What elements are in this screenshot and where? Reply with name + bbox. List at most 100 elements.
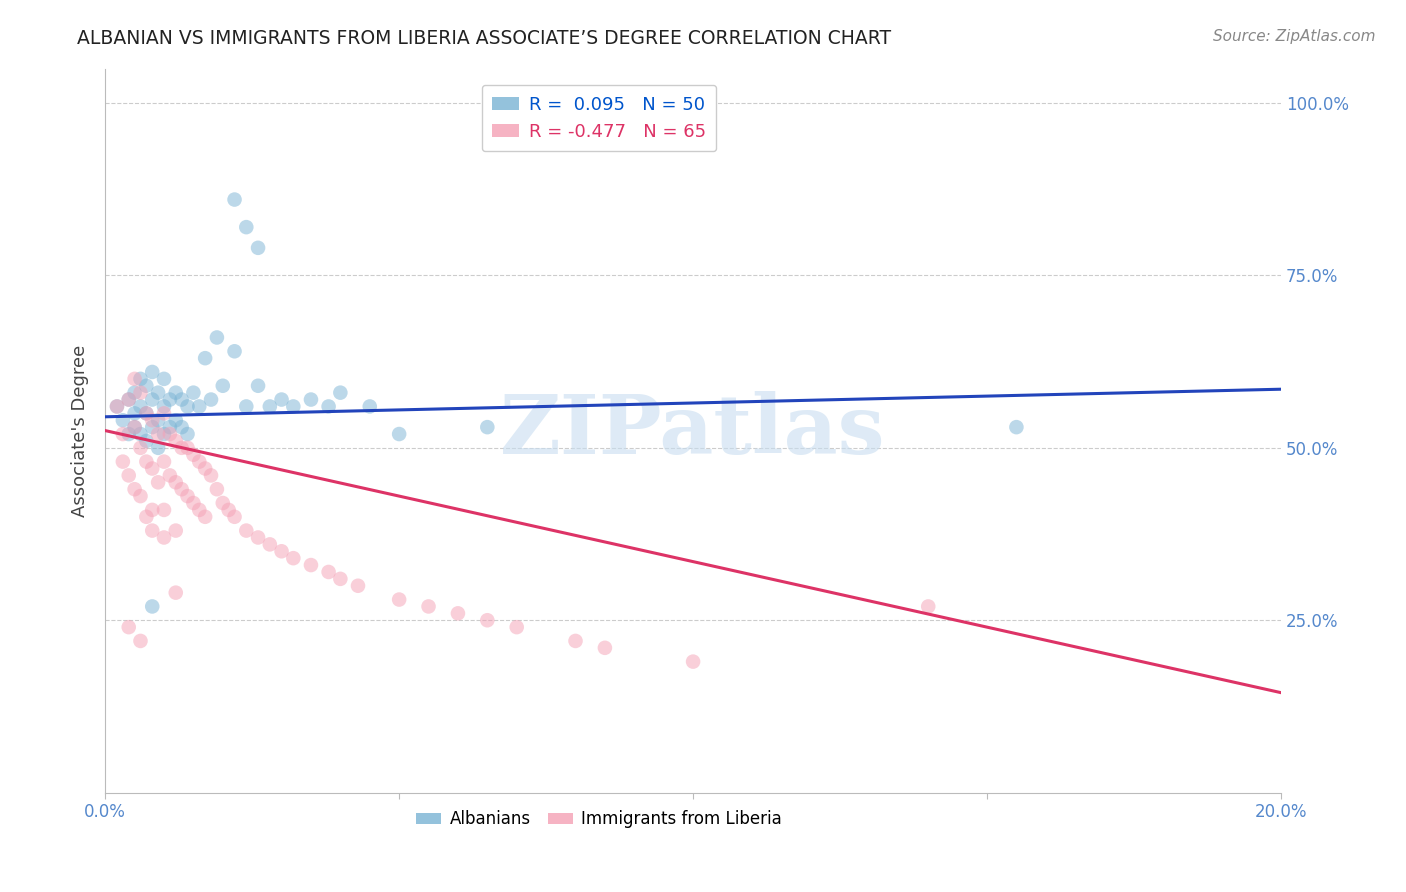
Point bbox=[146, 413, 169, 427]
Point bbox=[153, 372, 176, 386]
Point bbox=[105, 400, 128, 414]
Point bbox=[129, 372, 152, 386]
Point bbox=[235, 400, 257, 414]
Point bbox=[1005, 420, 1028, 434]
Point bbox=[153, 455, 176, 469]
Point bbox=[477, 420, 499, 434]
Point bbox=[146, 441, 169, 455]
Point bbox=[194, 351, 217, 366]
Point bbox=[124, 482, 146, 496]
Point bbox=[200, 468, 222, 483]
Point bbox=[124, 406, 146, 420]
Point bbox=[299, 558, 322, 572]
Point bbox=[153, 406, 176, 420]
Point bbox=[283, 551, 305, 566]
Point bbox=[118, 427, 141, 442]
Text: ALBANIAN VS IMMIGRANTS FROM LIBERIA ASSOCIATE’S DEGREE CORRELATION CHART: ALBANIAN VS IMMIGRANTS FROM LIBERIA ASSO… bbox=[77, 29, 891, 47]
Point bbox=[259, 400, 281, 414]
Point bbox=[141, 524, 163, 538]
Point bbox=[124, 420, 146, 434]
Point bbox=[299, 392, 322, 407]
Point bbox=[129, 634, 152, 648]
Point bbox=[165, 585, 187, 599]
Legend: Albanians, Immigrants from Liberia: Albanians, Immigrants from Liberia bbox=[409, 804, 789, 835]
Point bbox=[347, 579, 370, 593]
Point bbox=[247, 378, 270, 392]
Point bbox=[141, 599, 163, 614]
Point bbox=[170, 482, 193, 496]
Point bbox=[118, 620, 141, 634]
Point bbox=[211, 378, 233, 392]
Point bbox=[135, 434, 157, 448]
Point bbox=[359, 400, 381, 414]
Point bbox=[129, 400, 152, 414]
Point bbox=[111, 413, 134, 427]
Point bbox=[124, 385, 146, 400]
Point bbox=[159, 427, 181, 442]
Point bbox=[170, 441, 193, 455]
Point bbox=[159, 420, 181, 434]
Point bbox=[564, 634, 586, 648]
Point bbox=[135, 509, 157, 524]
Point bbox=[129, 489, 152, 503]
Point bbox=[111, 427, 134, 442]
Point bbox=[141, 413, 163, 427]
Point bbox=[159, 392, 181, 407]
Point bbox=[682, 655, 704, 669]
Point bbox=[205, 482, 228, 496]
Point bbox=[329, 385, 352, 400]
Point bbox=[135, 378, 157, 392]
Point bbox=[141, 392, 163, 407]
Point bbox=[224, 193, 246, 207]
Point bbox=[917, 599, 939, 614]
Point bbox=[224, 509, 246, 524]
Point bbox=[129, 441, 152, 455]
Point bbox=[183, 385, 205, 400]
Point bbox=[194, 509, 217, 524]
Point bbox=[141, 420, 163, 434]
Point bbox=[188, 400, 211, 414]
Point bbox=[188, 455, 211, 469]
Point bbox=[153, 531, 176, 545]
Point bbox=[124, 420, 146, 434]
Point bbox=[165, 413, 187, 427]
Point bbox=[129, 427, 152, 442]
Point bbox=[477, 613, 499, 627]
Point bbox=[165, 475, 187, 490]
Point bbox=[418, 599, 440, 614]
Point bbox=[146, 427, 169, 442]
Point bbox=[153, 400, 176, 414]
Point bbox=[176, 489, 198, 503]
Point bbox=[259, 537, 281, 551]
Point bbox=[283, 400, 305, 414]
Point bbox=[247, 531, 270, 545]
Point bbox=[188, 503, 211, 517]
Point bbox=[194, 461, 217, 475]
Point bbox=[124, 372, 146, 386]
Point bbox=[135, 455, 157, 469]
Point bbox=[218, 503, 240, 517]
Point bbox=[165, 434, 187, 448]
Point bbox=[224, 344, 246, 359]
Point bbox=[270, 392, 292, 407]
Point bbox=[318, 565, 340, 579]
Point bbox=[159, 468, 181, 483]
Point bbox=[170, 420, 193, 434]
Point bbox=[235, 220, 257, 235]
Point bbox=[176, 427, 198, 442]
Point bbox=[135, 406, 157, 420]
Point bbox=[146, 385, 169, 400]
Point bbox=[388, 427, 411, 442]
Point bbox=[146, 475, 169, 490]
Point bbox=[506, 620, 529, 634]
Point bbox=[141, 365, 163, 379]
Point bbox=[129, 385, 152, 400]
Point bbox=[247, 241, 270, 255]
Point bbox=[118, 392, 141, 407]
Y-axis label: Associate's Degree: Associate's Degree bbox=[72, 344, 89, 516]
Point bbox=[176, 441, 198, 455]
Point bbox=[235, 524, 257, 538]
Point bbox=[593, 640, 616, 655]
Point bbox=[270, 544, 292, 558]
Point bbox=[183, 496, 205, 510]
